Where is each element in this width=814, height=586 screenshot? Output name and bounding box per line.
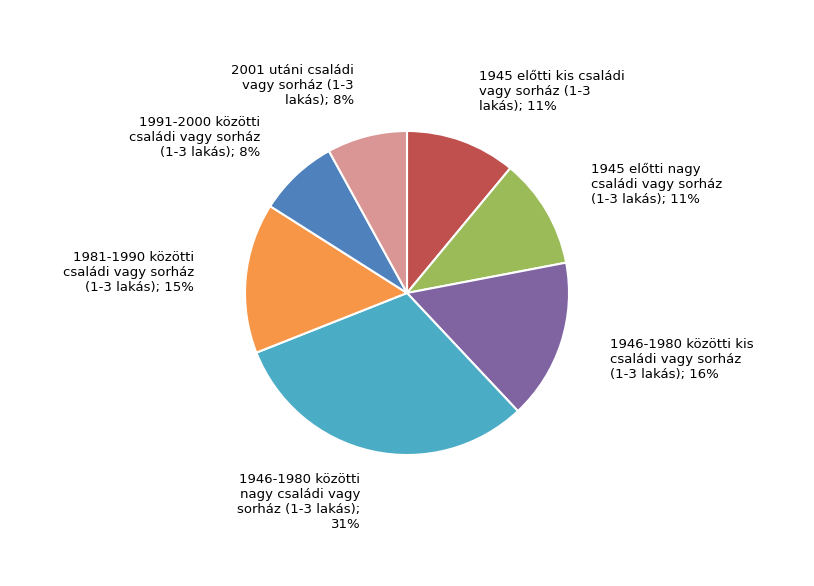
Wedge shape <box>407 168 567 293</box>
Text: 1946-1980 közötti
nagy családi vagy
sorház (1-3 lakás);
31%: 1946-1980 közötti nagy családi vagy sorh… <box>237 473 361 531</box>
Text: 1946-1980 közötti kis
családi vagy sorház
(1-3 lakás); 16%: 1946-1980 közötti kis családi vagy sorhá… <box>610 338 754 380</box>
Text: 1945 előtti kis családi
vagy sorház (1-3
lakás); 11%: 1945 előtti kis családi vagy sorház (1-3… <box>479 70 625 113</box>
Wedge shape <box>270 151 407 293</box>
Text: 1981-1990 közötti
családi vagy sorház
(1-3 lakás); 15%: 1981-1990 közötti családi vagy sorház (1… <box>63 251 194 294</box>
Wedge shape <box>256 293 518 455</box>
Wedge shape <box>407 263 569 411</box>
Wedge shape <box>329 131 407 293</box>
Wedge shape <box>245 206 407 353</box>
Text: 1991-2000 közötti
családi vagy sorház
(1-3 lakás); 8%: 1991-2000 közötti családi vagy sorház (1… <box>129 115 260 159</box>
Text: 2001 utáni családi
vagy sorház (1-3
lakás); 8%: 2001 utáni családi vagy sorház (1-3 laká… <box>231 64 354 107</box>
Wedge shape <box>407 131 510 293</box>
Text: 1945 előtti nagy
családi vagy sorház
(1-3 lakás); 11%: 1945 előtti nagy családi vagy sorház (1-… <box>591 162 722 206</box>
